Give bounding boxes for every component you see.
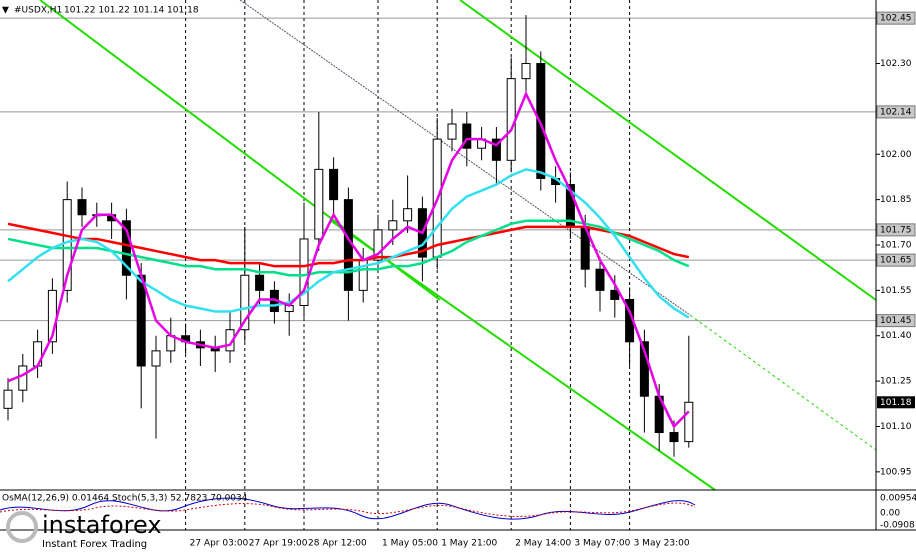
candle-body xyxy=(447,123,457,140)
candle-body xyxy=(595,268,605,291)
candle-body xyxy=(639,341,649,397)
moving-average xyxy=(7,90,690,429)
y-tick-label: 100.95 xyxy=(880,467,912,477)
last-price-box xyxy=(877,396,915,409)
indicator-label: 0.00954 xyxy=(880,494,916,504)
x-tick-label: 2 May 14:00 xyxy=(515,539,571,549)
logo-tagline: Instant Forex Trading xyxy=(42,539,147,550)
x-tick-label: 3 May 23:00 xyxy=(634,539,690,549)
x-tick-label: 27 Apr 03:00 xyxy=(190,539,249,549)
x-tick-label: 1 May 21:00 xyxy=(441,539,497,549)
x-tick-label: 1 May 05:00 xyxy=(382,539,438,549)
level-label: 101.45 xyxy=(880,316,912,326)
logo-icon xyxy=(6,511,38,543)
candle-body xyxy=(506,78,516,161)
candle-body xyxy=(373,229,383,261)
logo-name: instaforex xyxy=(42,511,162,539)
candle-body xyxy=(77,199,87,216)
candle-body xyxy=(388,220,398,231)
y-tick-label: 101.10 xyxy=(880,422,912,432)
stoch-signal xyxy=(0,502,696,517)
trend-lines xyxy=(39,0,877,491)
x-tick-label: 28 Apr 12:00 xyxy=(308,539,367,549)
moving-average xyxy=(7,219,690,277)
candle-body xyxy=(669,432,679,443)
level-label: 102.45 xyxy=(880,14,912,24)
candle-body xyxy=(136,274,146,367)
logo: instaforex Instant Forex Trading xyxy=(6,511,162,550)
header-values: 101.22 101.22 101.14 101.18 xyxy=(64,6,199,16)
oscillator xyxy=(0,497,696,520)
candle-body xyxy=(684,401,694,443)
candle-body xyxy=(3,389,13,409)
candle-body xyxy=(521,63,531,80)
candle-body xyxy=(403,208,413,222)
level-label: 101.75 xyxy=(880,225,912,235)
x-tick-label: 3 May 07:00 xyxy=(574,539,630,549)
y-tick-label: 101.40 xyxy=(880,331,912,341)
level-box xyxy=(876,223,916,237)
level-box xyxy=(876,11,916,25)
last-price-label: 101.18 xyxy=(880,398,912,408)
candle-body xyxy=(18,365,28,391)
candle-body xyxy=(536,63,546,179)
indicator-label: -0.0908 xyxy=(880,521,915,531)
moving-average xyxy=(7,168,690,319)
plot xyxy=(3,15,694,457)
candle-body xyxy=(240,274,250,331)
candle-body xyxy=(299,238,309,306)
level-box xyxy=(876,253,916,267)
y-tick-label: 101.70 xyxy=(880,241,912,251)
candle-body xyxy=(462,123,472,149)
trend-line xyxy=(459,0,877,301)
y-tick-label: 102.30 xyxy=(880,59,912,69)
candle-body xyxy=(314,168,324,240)
y-tick-label: 101.55 xyxy=(880,286,912,296)
candle-body xyxy=(491,138,501,161)
candle-body xyxy=(329,168,339,201)
indicator-text: OsMA(12,26,9) 0.01464 Stoch(5,3,3) 52.78… xyxy=(2,494,248,504)
candle-body xyxy=(121,220,131,276)
candle-body xyxy=(151,350,161,367)
symbol-title: #USDX,H1 xyxy=(14,6,62,16)
trend-line xyxy=(689,314,877,451)
trend-line xyxy=(239,0,691,316)
candle-body xyxy=(610,289,620,300)
indicator-label: 0.00 xyxy=(880,509,900,519)
level-label: 101.65 xyxy=(880,256,912,266)
stoch-line xyxy=(0,497,696,520)
x-tick-label: 27 Apr 19:00 xyxy=(249,539,308,549)
candle-body xyxy=(255,274,265,291)
dropdown-icon[interactable]: ▼ xyxy=(2,6,9,16)
candle-body xyxy=(62,199,72,291)
level-label: 102.14 xyxy=(880,107,912,117)
y-tick-label: 101.25 xyxy=(880,377,912,387)
moving-average xyxy=(7,222,690,268)
level-box xyxy=(876,314,916,328)
level-box xyxy=(876,105,916,119)
y-tick-label: 101.85 xyxy=(880,195,912,205)
y-tick-label: 102.00 xyxy=(880,150,912,160)
